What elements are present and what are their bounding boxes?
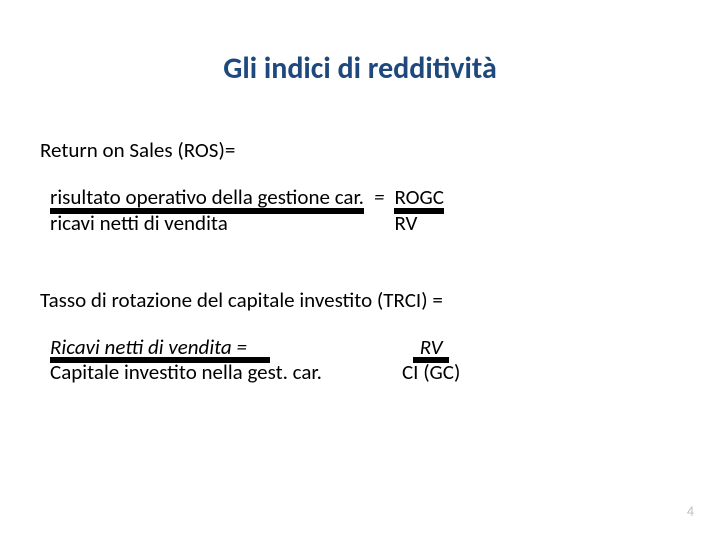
page-title: Gli indici di redditività xyxy=(40,50,680,87)
trci-right-fraction: RV CI (GC) xyxy=(402,334,460,387)
page-number: 4 xyxy=(687,503,694,520)
ros-right-denominator: RV xyxy=(394,210,444,237)
trci-formula: Ricavi netti di vendita = Capitale inves… xyxy=(50,334,680,387)
fraction-bar xyxy=(413,357,449,363)
ros-label: Return on Sales (ROS)= xyxy=(40,137,680,164)
fraction-bar xyxy=(50,357,270,363)
slide-container: Gli indici di redditività Return on Sale… xyxy=(0,0,720,540)
trci-left-denominator: Capitale investito nella gest. car. xyxy=(50,359,322,386)
ros-left-denominator: ricavi netti di vendita xyxy=(50,210,364,237)
ros-right-fraction: ROGC RV xyxy=(394,184,444,237)
trci-label: Tasso di rotazione del capitale investit… xyxy=(40,287,680,314)
content-area: Return on Sales (ROS)= risultato operati… xyxy=(40,137,680,387)
fraction-bar xyxy=(50,208,364,214)
trci-left-fraction: Ricavi netti di vendita = Capitale inves… xyxy=(50,334,322,387)
ros-formula: risultato operativo della gestione car. … xyxy=(50,184,680,237)
trci-right-denominator: CI (GC) xyxy=(402,359,460,386)
ros-left-fraction: risultato operativo della gestione car. … xyxy=(50,184,364,237)
ros-equals: = xyxy=(374,184,384,211)
fraction-bar xyxy=(394,208,444,214)
